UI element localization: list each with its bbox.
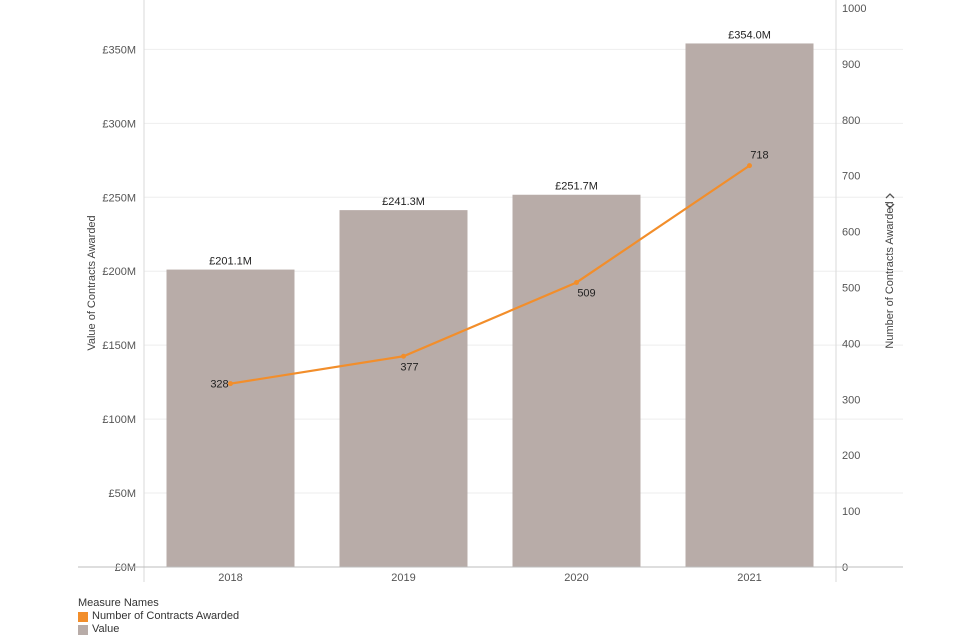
y-right-axis-title: Number of Contracts Awarded: [884, 201, 896, 348]
sort-icon-glyph: [885, 193, 895, 209]
bars: [166, 43, 814, 567]
y-left-tick-label: £200M: [102, 266, 136, 278]
line-value-label: 328: [210, 379, 228, 391]
bar: [166, 269, 295, 567]
y-left-tick-label: £350M: [102, 44, 136, 56]
bar: [339, 210, 468, 567]
legend-item-number-of-contracts[interactable]: Number of Contracts Awarded: [78, 610, 239, 623]
data-labels: £201.1M £241.3M £251.7M £354.0M 328 377 509 718: [209, 29, 771, 390]
x-tick-label: 2019: [391, 572, 415, 584]
x-tick-label: 2018: [218, 572, 242, 584]
axes: £0M £50M £100M £150M £200M £250M £300M £350M 0 10…: [78, 0, 903, 584]
y-left-tick-label: £300M: [102, 118, 136, 130]
line-value-label: 509: [577, 287, 595, 299]
y-left-axis-title: Value of Contracts Awarded: [86, 215, 98, 350]
legend: Measure Names Number of Contracts Awarde…: [78, 597, 239, 636]
y-right-tick-label: 500: [842, 283, 860, 295]
y-right-tick-label: 600: [842, 227, 860, 239]
line-point: [747, 163, 752, 169]
sort-icon[interactable]: [885, 193, 895, 209]
y-right-tick-label: 200: [842, 450, 860, 462]
legend-label: Number of Contracts Awarded: [92, 610, 240, 622]
line-path: [230, 164, 751, 385]
legend-label: Value: [92, 623, 120, 635]
bar: [685, 43, 814, 567]
y-right-tick-label: 800: [842, 115, 860, 127]
y-left-tick-label: £0M: [115, 562, 136, 574]
bar-value-label: £201.1M: [209, 256, 252, 268]
y-left-tick-label: £250M: [102, 192, 136, 204]
bar-value-label: £241.3M: [382, 196, 425, 208]
x-tick-label: 2020: [564, 572, 588, 584]
line-point: [401, 353, 406, 359]
y-right-tick-label: 0: [842, 562, 848, 574]
y-right-tick-label: 900: [842, 59, 860, 71]
bar-value-label: £251.7M: [555, 181, 598, 193]
y-right-tick-label: 400: [842, 338, 860, 350]
y-left-tick-label: £50M: [108, 488, 136, 500]
legend-item-value[interactable]: Value: [78, 623, 239, 636]
line-point: [574, 279, 579, 285]
line-value-label: 377: [400, 361, 418, 373]
y-right-tick-label: 700: [842, 171, 860, 183]
legend-title: Measure Names: [78, 597, 159, 609]
y-right-tick-label: 300: [842, 394, 860, 406]
legend-swatch-orange: [78, 611, 88, 622]
y-right-tick-label: 100: [842, 506, 860, 518]
y-left-tick-label: £150M: [102, 340, 136, 352]
legend-swatch-gray: [78, 624, 88, 635]
y-right-tick-label: 1000: [842, 3, 866, 15]
bar: [512, 194, 641, 567]
line-value-label: 718: [750, 150, 768, 162]
y-left-tick-label: £100M: [102, 414, 136, 426]
bar-value-label: £354.0M: [728, 29, 771, 41]
x-tick-label: 2021: [737, 572, 761, 584]
line-series: [228, 163, 752, 387]
line-point: [228, 381, 233, 387]
